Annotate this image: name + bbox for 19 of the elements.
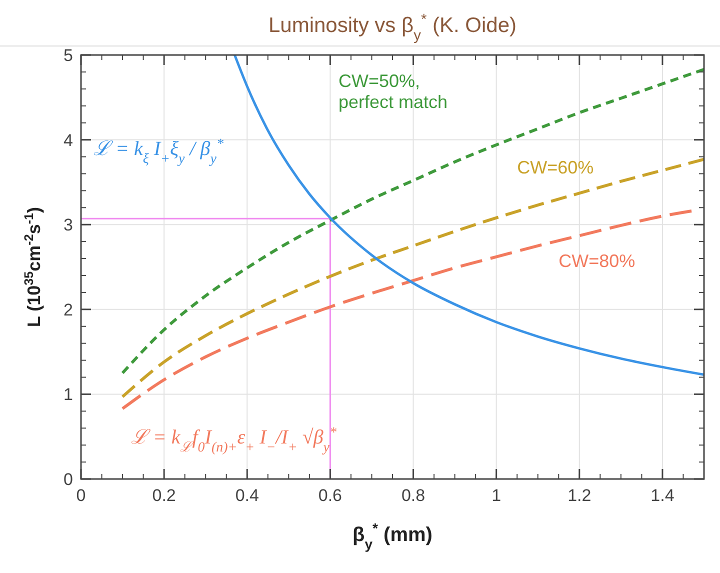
x-tick-label: 0.8 bbox=[401, 486, 426, 505]
x-tick-label: 1 bbox=[492, 486, 502, 505]
x-axis-title: β$_{y}$$^{*}$ (mm) bbox=[352, 520, 432, 552]
chart-title: Luminosity vs β$_{y}$$^{*}$ (K. Oide) bbox=[268, 12, 517, 44]
x-tick-label: 1.4 bbox=[650, 486, 674, 505]
text: CW=50%, perfect match bbox=[338, 71, 448, 112]
x-tick-label: 0.2 bbox=[152, 486, 176, 505]
y-tick-label: 5 bbox=[64, 46, 73, 65]
y-tick-label: 1 bbox=[64, 385, 73, 404]
series-label: CW=80% bbox=[558, 251, 636, 271]
series-label: CW=60% bbox=[517, 158, 594, 178]
y-tick-label: 0 bbox=[64, 470, 73, 489]
x-tick-label: 0.6 bbox=[318, 486, 342, 505]
x-tick-label: 0.4 bbox=[235, 486, 259, 505]
y-tick-label: 3 bbox=[64, 216, 73, 235]
y-tick-label: 4 bbox=[64, 130, 73, 150]
x-tick-label: 1.2 bbox=[568, 486, 592, 505]
x-tick-label: 0 bbox=[76, 486, 86, 505]
y-tick-label: 2 bbox=[64, 300, 73, 320]
